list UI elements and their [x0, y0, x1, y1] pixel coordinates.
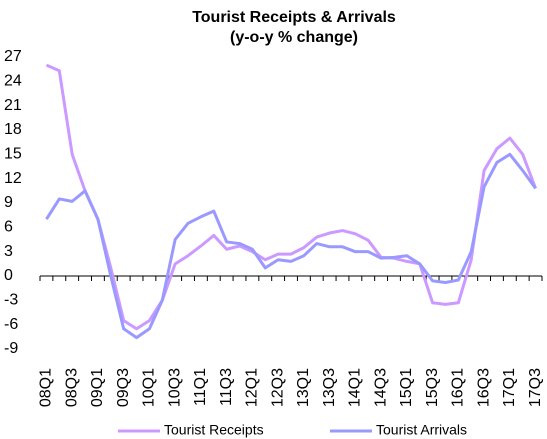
x-tick-label: 10Q1	[141, 368, 158, 407]
y-tick-label: 6	[4, 219, 13, 236]
x-tick-label: 11Q1	[192, 368, 209, 406]
y-tick-label: 12	[4, 170, 22, 187]
x-tick-label: 15Q1	[398, 368, 415, 407]
x-tick-label: 13Q1	[295, 368, 312, 407]
y-tick-label: 24	[4, 73, 22, 90]
x-tick-label: 08Q1	[38, 368, 55, 407]
x-tick-label: 17Q3	[527, 368, 544, 407]
y-tick-label: -9	[4, 340, 18, 357]
chart-title: Tourist Receipts & Arrivals	[192, 9, 396, 26]
chart-subtitle: (y-o-y % change)	[230, 29, 358, 46]
x-tick-label: 14Q1	[347, 368, 364, 407]
y-tick-label: -6	[4, 316, 18, 333]
series-line	[45, 63, 537, 331]
x-tick-label: 11Q3	[218, 368, 235, 406]
x-tick-label: 10Q3	[166, 368, 183, 407]
legend-label: Tourist Arrivals	[376, 422, 467, 438]
x-tick-label: 17Q1	[501, 368, 518, 407]
x-tick-label: 09Q3	[115, 368, 132, 407]
y-tick-label: 0	[4, 267, 13, 284]
y-tick-label: 27	[4, 48, 22, 65]
y-tick-label: 15	[4, 146, 22, 163]
x-tick-label: 15Q3	[424, 368, 441, 407]
x-tick-label: 14Q3	[372, 368, 389, 407]
x-tick-label: 12Q1	[244, 368, 261, 407]
x-tick-label: 08Q3	[63, 368, 80, 407]
x-tick-label: 16Q3	[475, 368, 492, 407]
y-tick-label: 21	[4, 97, 22, 114]
y-tick-label: 9	[4, 194, 13, 211]
x-tick-label: 16Q1	[450, 368, 467, 407]
legend-label: Tourist Receipts	[164, 422, 264, 438]
y-tick-label: -3	[4, 292, 18, 309]
y-tick-label: 18	[4, 121, 22, 138]
x-tick-label: 09Q1	[89, 368, 106, 407]
y-tick-label: 3	[4, 243, 13, 260]
series-line	[45, 152, 537, 340]
x-tick-label: 12Q3	[269, 368, 286, 407]
x-tick-label: 13Q3	[321, 368, 338, 407]
